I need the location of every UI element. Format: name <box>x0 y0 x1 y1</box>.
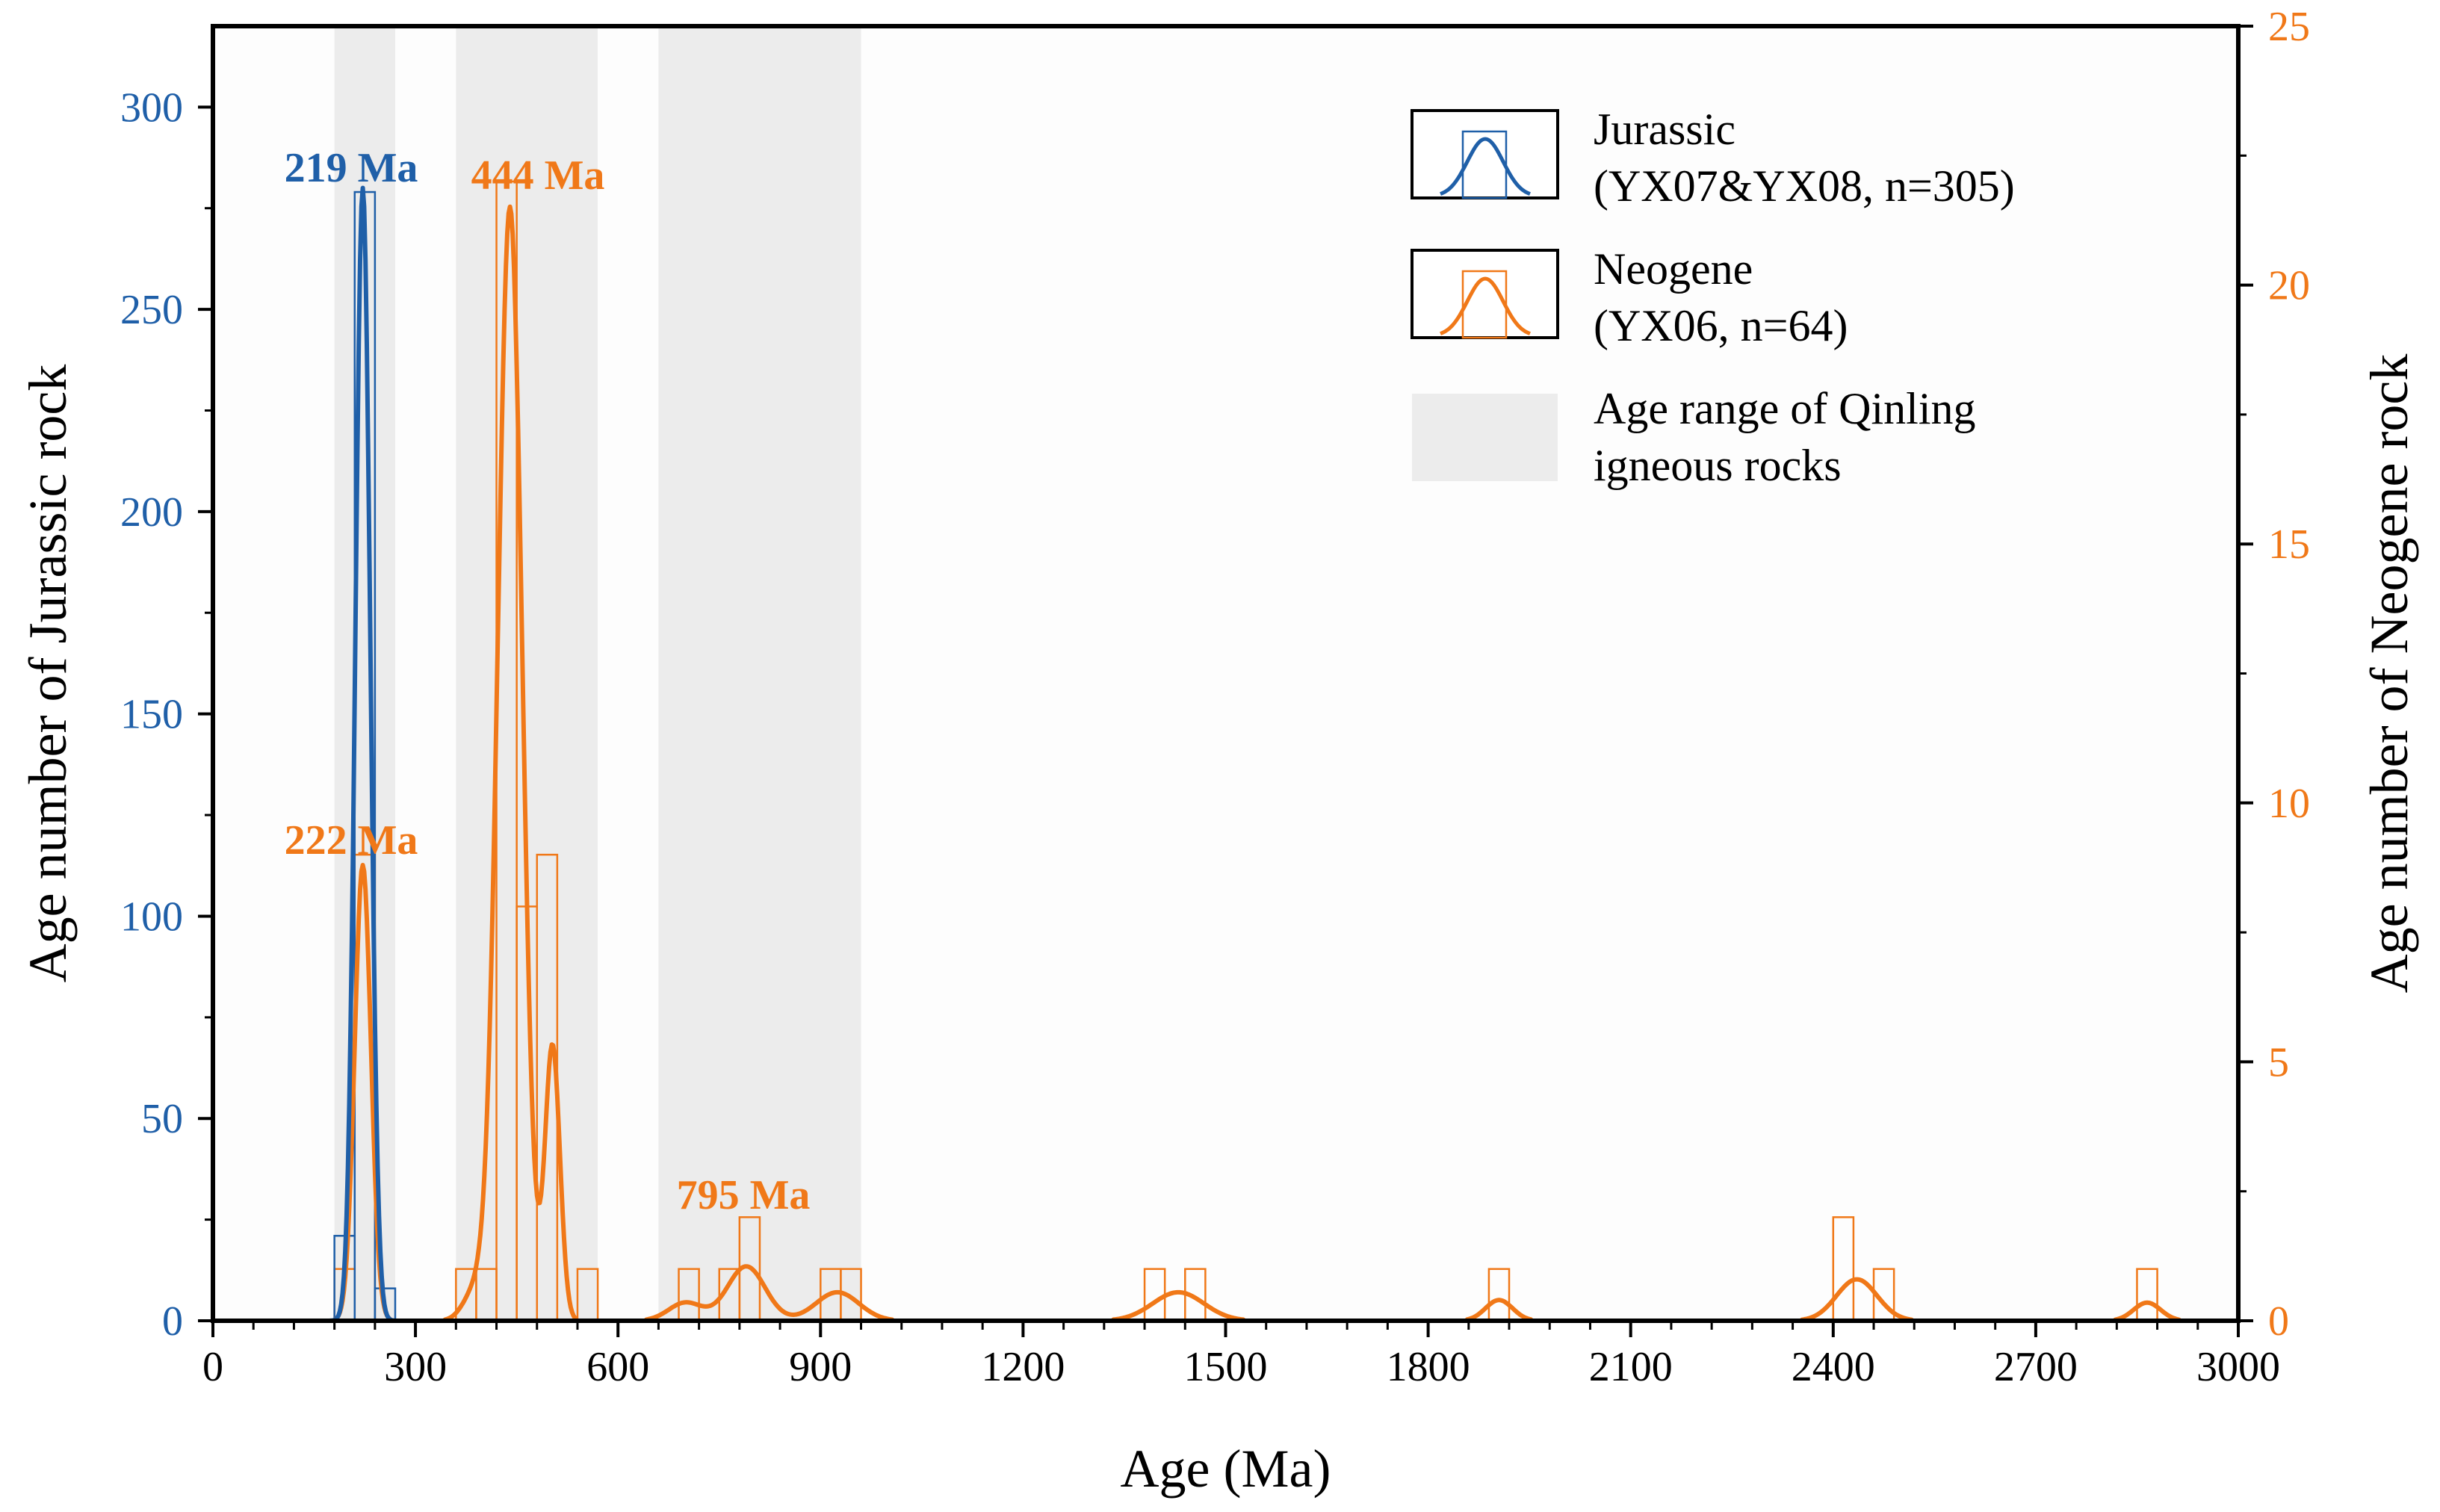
legend-label-line1: Neogene <box>1594 244 1753 294</box>
x-tick-label: 300 <box>384 1344 447 1390</box>
x-tick-label: 900 <box>789 1344 852 1390</box>
legend-label-line2: igneous rocks <box>1594 441 1842 490</box>
y-left-tick-label: 300 <box>120 84 183 131</box>
y-left-tick-label: 100 <box>120 893 183 940</box>
x-tick-label: 1200 <box>981 1344 1065 1390</box>
x-tick-label: 2400 <box>1792 1344 1875 1390</box>
y-right-tick-label: 20 <box>2268 263 2310 309</box>
legend-label-line2: (YX07&YX08, n=305) <box>1594 161 2015 211</box>
legend: Jurassic (YX07&YX08, n=305) Neogene (YX06, … <box>1411 105 2015 490</box>
legend-box <box>1411 249 1559 339</box>
peak-label-0: 219 Ma <box>285 145 418 191</box>
legend-label-line1: Jurassic <box>1594 105 1735 154</box>
x-tick-label: 2100 <box>1589 1344 1673 1390</box>
shaded-range-2 <box>658 26 861 1321</box>
y-left-tick-label: 250 <box>120 287 183 333</box>
neogene-kde-line <box>211 204 2240 1323</box>
y-right-tick-label: 10 <box>2268 781 2310 827</box>
shaded-range-1 <box>456 26 598 1321</box>
y-right-tick-label: 0 <box>2268 1298 2289 1345</box>
shade-layer <box>213 26 2238 1321</box>
legend-item-0: Jurassic (YX07&YX08, n=305) <box>1411 105 2015 211</box>
y-right-axis-title: Age number of Neogene rock <box>2359 354 2419 994</box>
peak-label-2: 222 Ma <box>285 817 418 864</box>
peak-label-1: 444 Ma <box>471 152 605 199</box>
x-tick-label: 600 <box>586 1344 649 1390</box>
y-left-tick-label: 200 <box>120 489 183 536</box>
x-tick-label: 1800 <box>1387 1344 1470 1390</box>
peak-label-3: 795 Ma <box>677 1172 811 1218</box>
legend-label-line2: (YX06, n=64) <box>1594 301 1848 350</box>
x-tick-label: 1500 <box>1184 1344 1268 1390</box>
x-axis-title: Age (Ma) <box>1121 1439 1331 1499</box>
x-tick-label: 2700 <box>1994 1344 2078 1390</box>
legend-kde-line <box>1440 137 1531 196</box>
x-tick-label: 3000 <box>2196 1344 2280 1390</box>
axes: 0 300 600 900 1200 1500 1800 2100 2400 2700 300005… <box>18 4 2419 1499</box>
neogene-kde <box>211 204 2240 1323</box>
annotations: 219 Ma 444 Ma 222 Ma 795 Ma <box>285 145 811 1218</box>
y-left-tick-label: 0 <box>162 1298 183 1345</box>
y-left-tick-label: 150 <box>120 692 183 738</box>
y-right-tick-label: 5 <box>2268 1039 2289 1085</box>
y-left-axis-title: Age number of Jurassic rock <box>18 365 78 983</box>
legend-shade-swatch <box>1412 394 1558 481</box>
legend-item-1: Neogene (YX06, n=64) <box>1411 244 1848 350</box>
legend-kde-line <box>1440 276 1531 335</box>
legend-label-line1: Age range of Qinling <box>1594 384 1976 433</box>
y-left-tick-label: 50 <box>141 1096 183 1142</box>
y-right-tick-label: 15 <box>2268 521 2310 568</box>
x-tick-label: 0 <box>202 1344 223 1390</box>
y-right-tick-label: 25 <box>2268 4 2310 50</box>
legend-item-2: Age range of Qinling igneous rocks <box>1412 384 1976 490</box>
legend-box <box>1411 109 1559 199</box>
